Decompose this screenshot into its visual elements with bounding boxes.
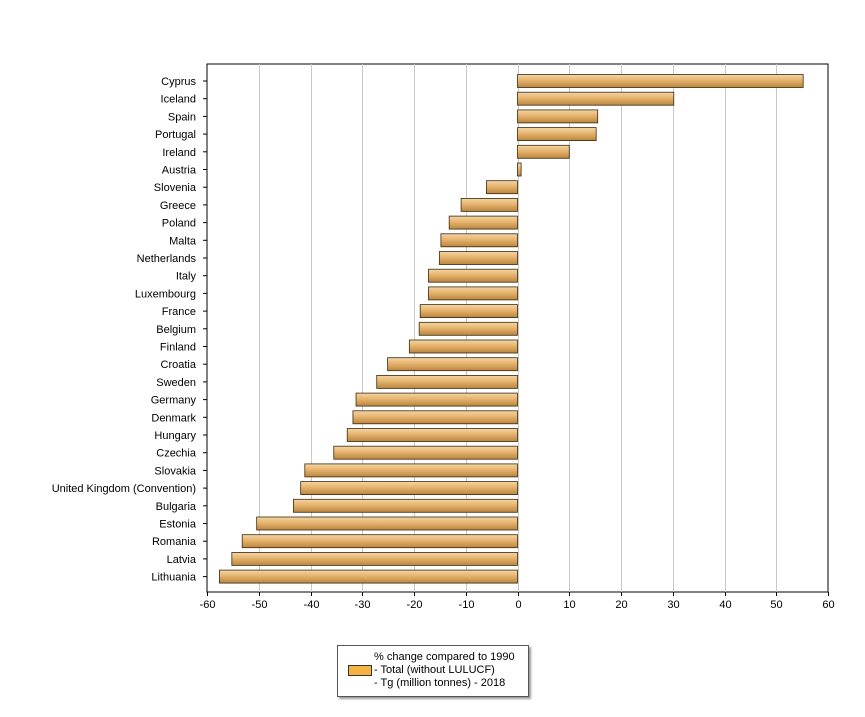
bar-poland bbox=[448, 215, 518, 230]
category-label: Greece bbox=[160, 200, 196, 212]
x-tick-label: 10 bbox=[563, 599, 575, 611]
legend-swatch bbox=[348, 665, 372, 676]
bar-romania bbox=[241, 534, 518, 549]
category-label: Austria bbox=[162, 165, 197, 177]
x-tick-label: 40 bbox=[719, 599, 731, 611]
bar-finland bbox=[408, 339, 518, 354]
bar-malta bbox=[440, 233, 518, 248]
category-label: Hungary bbox=[154, 430, 196, 442]
category-label: Italy bbox=[176, 271, 197, 283]
x-tick-label: 30 bbox=[667, 599, 679, 611]
bar-sweden bbox=[376, 374, 518, 389]
category-label: Czechia bbox=[156, 448, 197, 460]
category-label: Bulgaria bbox=[156, 501, 197, 513]
category-label: Portugal bbox=[155, 129, 196, 141]
category-label: France bbox=[162, 306, 196, 318]
bar-portugal bbox=[517, 127, 597, 141]
legend: % change compared to 1990 - Total (witho… bbox=[337, 645, 529, 697]
bar-ireland bbox=[517, 144, 570, 159]
category-label: Sweden bbox=[156, 377, 196, 389]
x-tick-label: 60 bbox=[822, 599, 834, 611]
category-label: Estonia bbox=[159, 519, 197, 531]
x-tick-label: -20 bbox=[407, 599, 423, 611]
category-label: Malta bbox=[169, 235, 197, 247]
category-label: Lithuania bbox=[151, 572, 197, 584]
category-label: Poland bbox=[162, 218, 196, 230]
bar-croatia bbox=[387, 357, 518, 372]
bar-germany bbox=[355, 392, 518, 407]
bar-netherlands bbox=[438, 251, 518, 265]
category-labels: Cyprus Iceland Spain Portugal Ireland Austria… bbox=[52, 76, 207, 584]
bar-greece bbox=[460, 197, 518, 212]
bar-czechia bbox=[333, 445, 518, 460]
category-label: Cyprus bbox=[161, 76, 196, 88]
category-label: Iceland bbox=[161, 94, 196, 106]
category-label: Latvia bbox=[167, 554, 197, 566]
bar-iceland bbox=[517, 91, 675, 106]
x-tick-label: 0 bbox=[515, 599, 521, 611]
bar-belgium bbox=[418, 321, 518, 336]
x-tick-label: -30 bbox=[355, 599, 371, 611]
category-label: Netherlands bbox=[137, 253, 197, 265]
bar-italy bbox=[428, 268, 518, 283]
category-label: Denmark bbox=[151, 412, 196, 424]
category-label: Croatia bbox=[161, 359, 197, 371]
bar-slovenia bbox=[486, 180, 518, 195]
bar-bulgaria bbox=[293, 498, 518, 513]
category-label: Belgium bbox=[156, 324, 196, 336]
x-tick-label: -60 bbox=[200, 599, 216, 611]
category-label: Luxembourg bbox=[135, 288, 196, 300]
bar-latvia bbox=[231, 552, 518, 566]
bar-hungary bbox=[346, 428, 518, 442]
bar-slovakia bbox=[304, 463, 518, 478]
x-axis-ticks: -60 -50 -40 -30 -20 -10 0 10 20 30 40 50 60 bbox=[200, 592, 835, 611]
bar-estonia bbox=[256, 516, 518, 531]
legend-line-3: - Tg (million tonnes) - 2018 bbox=[374, 677, 506, 689]
bar-austria bbox=[517, 162, 522, 177]
x-tick-label: -40 bbox=[304, 599, 320, 611]
bar-lithuania bbox=[219, 569, 518, 584]
bar-france bbox=[419, 304, 518, 319]
category-label: Ireland bbox=[162, 147, 196, 159]
category-label: Finland bbox=[160, 342, 196, 354]
category-label: Slovakia bbox=[154, 465, 196, 477]
gridlines bbox=[259, 64, 777, 592]
category-label: Romania bbox=[152, 536, 197, 548]
x-tick-label: -10 bbox=[459, 599, 475, 611]
category-label: Germany bbox=[151, 395, 197, 407]
bar-denmark bbox=[352, 410, 518, 425]
category-label: United Kingdom (Convention) bbox=[52, 483, 196, 495]
bar-spain bbox=[517, 109, 599, 124]
x-tick-label: -50 bbox=[252, 599, 268, 611]
x-tick-label: 20 bbox=[615, 599, 627, 611]
bars bbox=[219, 74, 804, 584]
legend-line-2: - Total (without LULUCF) bbox=[374, 664, 495, 676]
legend-line-1: % change compared to 1990 bbox=[374, 651, 515, 663]
bar-united-kingdom-convention bbox=[300, 481, 518, 496]
x-tick-label: 50 bbox=[770, 599, 782, 611]
category-label: Spain bbox=[168, 111, 196, 123]
category-label: Slovenia bbox=[154, 182, 197, 194]
bar-cyprus bbox=[517, 74, 804, 88]
bar-luxembourg bbox=[428, 286, 518, 301]
